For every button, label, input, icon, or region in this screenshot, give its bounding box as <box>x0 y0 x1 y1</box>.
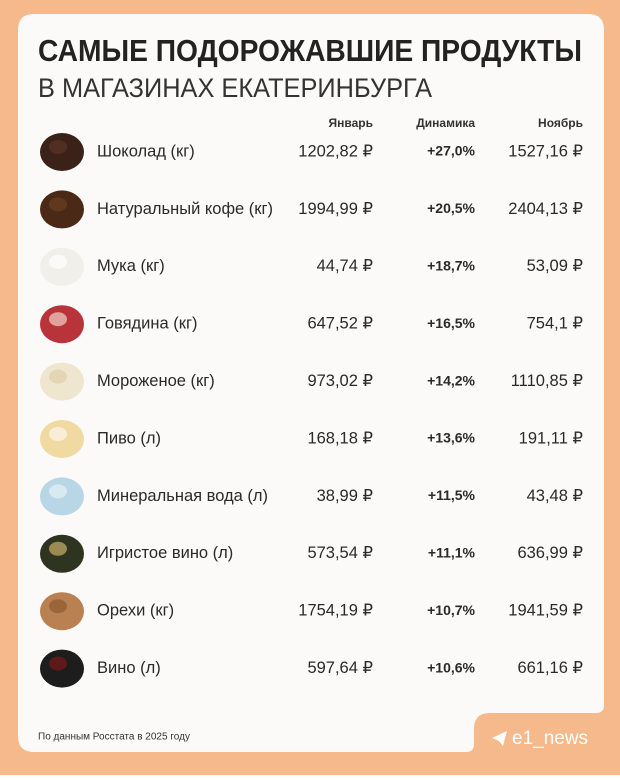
november-price: 43,48 ₽ <box>527 487 584 505</box>
food-icon-highlight <box>49 254 67 269</box>
november-price: 754,1 ₽ <box>527 315 584 333</box>
january-price: 168,18 ₽ <box>307 429 373 447</box>
price-change: +10,6% <box>427 659 475 675</box>
product-name: Мороженое (кг) <box>97 372 215 390</box>
product-name: Натуральный кофе (кг) <box>97 200 273 218</box>
food-icon-highlight <box>49 484 67 499</box>
november-price: 1110,85 ₽ <box>511 372 584 390</box>
product-name: Игристое вино (л) <box>97 544 233 562</box>
january-price: 38,99 ₽ <box>317 487 374 505</box>
january-price: 1994,99 ₽ <box>298 200 373 218</box>
price-change: +18,7% <box>427 258 475 274</box>
price-change: +27,0% <box>427 143 475 159</box>
subtitle: В МАГАЗИНАХ ЕКАТЕРИНБУРГА <box>38 73 432 103</box>
product-name: Вино (л) <box>97 659 161 677</box>
january-price: 1202,82 ₽ <box>298 142 373 160</box>
food-icon-highlight <box>49 140 67 154</box>
price-change: +20,5% <box>427 200 475 216</box>
product-name: Шоколад (кг) <box>97 142 195 160</box>
price-change: +11,1% <box>428 545 476 561</box>
food-icon-highlight <box>49 599 67 614</box>
november-price: 53,09 ₽ <box>527 257 584 275</box>
product-name: Мука (кг) <box>97 257 165 275</box>
november-price: 2404,13 ₽ <box>508 200 583 218</box>
food-icon-highlight <box>49 656 67 671</box>
channel-handle[interactable]: e1_news <box>512 728 588 749</box>
product-name: Пиво (л) <box>97 429 161 447</box>
telegram-icon <box>492 731 507 746</box>
january-price: 597,64 ₽ <box>307 659 373 677</box>
january-price: 1754,19 ₽ <box>298 602 373 620</box>
source-note: По данным Росстата в 2025 году <box>38 732 190 743</box>
price-change: +10,7% <box>427 602 475 618</box>
food-icon-highlight <box>49 197 67 212</box>
table-body: Шоколад (кг) 1202,82 ₽ +27,0% 1527,16 ₽ Нату… <box>40 133 583 688</box>
food-icon-highlight <box>49 427 67 441</box>
price-change: +16,5% <box>427 315 475 331</box>
january-price: 573,54 ₽ <box>307 544 373 562</box>
november-price: 1941,59 ₽ <box>508 602 583 620</box>
price-change: +11,5% <box>428 487 476 503</box>
price-change: +14,2% <box>427 372 475 388</box>
column-header: Динамика <box>416 116 475 130</box>
january-price: 44,74 ₽ <box>317 257 374 275</box>
product-name: Говядина (кг) <box>97 315 197 333</box>
product-name: Минеральная вода (л) <box>97 487 268 505</box>
title: САМЫЕ ПОДОРОЖАВШИЕ ПРОДУКТЫ <box>38 33 582 68</box>
january-price: 647,52 ₽ <box>307 315 373 333</box>
november-price: 1527,16 ₽ <box>508 142 583 160</box>
column-header: Ноябрь <box>538 116 583 130</box>
november-price: 661,16 ₽ <box>517 659 583 677</box>
column-header: Январь <box>329 116 373 130</box>
card <box>18 14 604 752</box>
november-price: 636,99 ₽ <box>517 544 583 562</box>
product-name: Орехи (кг) <box>97 602 174 620</box>
food-icon-highlight <box>49 312 67 327</box>
november-price: 191,11 ₽ <box>519 429 584 447</box>
food-icon-highlight <box>49 541 67 556</box>
price-change: +13,6% <box>427 430 475 446</box>
food-icon-highlight <box>49 369 67 384</box>
january-price: 973,02 ₽ <box>307 372 373 390</box>
